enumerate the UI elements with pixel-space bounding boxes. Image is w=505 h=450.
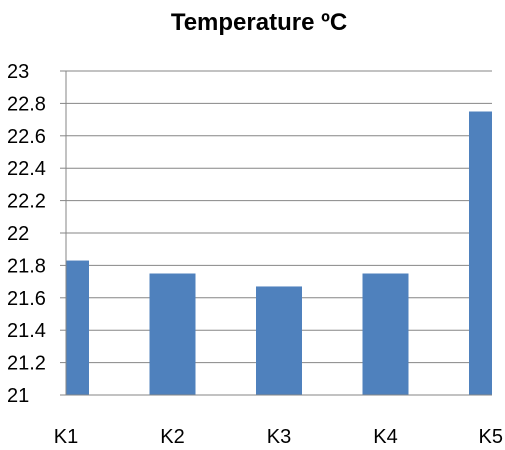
y-tick-label: 21 (7, 385, 29, 407)
gridlines (66, 70, 492, 364)
y-tick-label: 22.6 (7, 126, 46, 148)
y-tick-label: 22.2 (7, 191, 46, 213)
x-tick-labels: K1 K2 K3 K4 K5 (54, 426, 503, 448)
y-tick-label: 22.4 (7, 158, 46, 180)
y-tick-label: 21.2 (7, 353, 46, 375)
y-tick-label: 21.8 (7, 255, 46, 277)
y-tick-label: 21.6 (7, 288, 46, 310)
x-tick-label: K4 (373, 426, 397, 448)
bars (66, 111, 492, 395)
bar (149, 273, 196, 395)
y-tick-label: 21.4 (7, 320, 46, 342)
y-tick-label: 22 (7, 223, 29, 245)
x-tick-label: K3 (267, 426, 291, 448)
y-tick-labels: 21 21.2 21.4 21.6 21.8 22 22.2 22.4 22.6 22.8 23 (7, 61, 46, 407)
chart-title: Temperature ºC (171, 9, 347, 36)
x-tick-label: K1 (54, 426, 78, 448)
bar (256, 286, 302, 395)
bar (362, 273, 409, 395)
x-tick-label: K2 (160, 426, 184, 448)
y-tick-label: 22.8 (7, 93, 46, 115)
x-tick-label: K5 (479, 426, 503, 448)
bar (469, 111, 492, 395)
bar (66, 260, 89, 395)
y-tick-label: 23 (7, 61, 29, 83)
axes (60, 70, 492, 396)
